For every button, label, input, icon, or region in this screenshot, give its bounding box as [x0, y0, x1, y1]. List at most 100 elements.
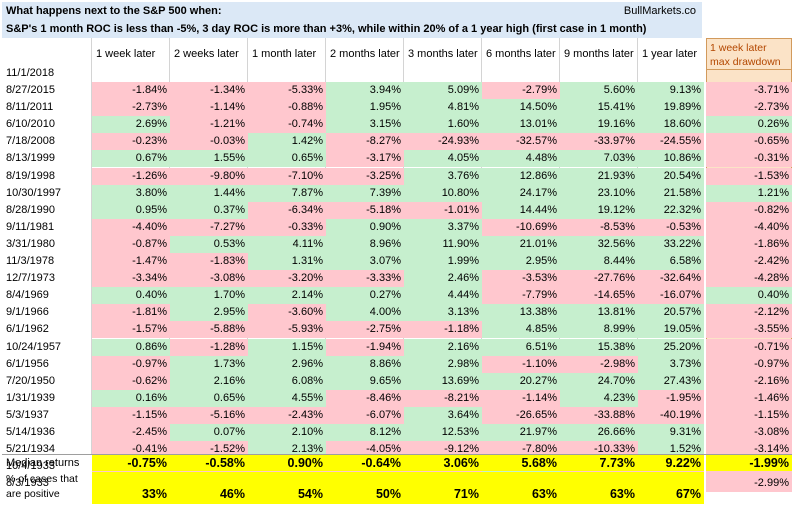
return-cell: -6.34% — [248, 202, 326, 219]
return-cell: -8.53% — [560, 219, 638, 236]
return-cell: 26.66% — [560, 424, 638, 441]
return-cell: 4.11% — [248, 236, 326, 253]
median-value: 0.90% — [248, 455, 326, 471]
positive-pct: 46% — [170, 472, 248, 504]
row-date: 7/20/1950 — [6, 375, 55, 387]
return-cell: 22.32% — [638, 202, 704, 219]
return-cell: 2.96% — [248, 356, 326, 373]
return-cell: -1.01% — [404, 202, 482, 219]
drawdown-cell: -3.08% — [706, 424, 792, 441]
return-cell: 7.39% — [326, 185, 404, 202]
return-cell: -33.88% — [560, 407, 638, 424]
return-cell: -4.40% — [92, 219, 170, 236]
drawdown-cell: -2.12% — [706, 304, 792, 321]
return-cell: 1.99% — [404, 253, 482, 270]
row-date: 8/19/1998 — [6, 170, 55, 182]
return-cell: 13.81% — [560, 304, 638, 321]
return-cell: 7.87% — [248, 185, 326, 202]
row-date: 10/24/1957 — [6, 341, 62, 353]
drawdown-cell: -2.42% — [706, 253, 792, 270]
return-cell: -24.55% — [638, 133, 704, 150]
drawdown-cell: 0.26% — [706, 116, 792, 133]
return-cell: -10.69% — [482, 219, 560, 236]
return-cell: 4.00% — [326, 304, 404, 321]
return-cell: -0.87% — [92, 236, 170, 253]
return-cell: 20.54% — [638, 168, 704, 185]
row-date: 3/31/1980 — [6, 238, 55, 250]
return-cell: 14.50% — [482, 99, 560, 116]
return-cell: -3.34% — [92, 270, 170, 287]
drawdown-cell: -2.99% — [706, 475, 792, 492]
return-cell: 4.85% — [482, 321, 560, 338]
drawdown-header: 1 week later max drawdown — [706, 38, 792, 70]
return-cell: -1.83% — [170, 253, 248, 270]
return-cell: 2.16% — [170, 373, 248, 390]
return-cell: 21.01% — [482, 236, 560, 253]
row-date: 7/18/2008 — [6, 135, 55, 147]
column-header: 3 months later — [408, 48, 478, 60]
table-title: What happens next to the S&P 500 when: B… — [2, 2, 702, 20]
return-cell: 1.42% — [248, 133, 326, 150]
return-cell: -40.19% — [638, 407, 704, 424]
return-cell: 19.05% — [638, 321, 704, 338]
row-date: 6/10/2010 — [6, 118, 55, 130]
return-cell: 2.13% — [248, 441, 326, 458]
return-cell: -0.41% — [92, 441, 170, 458]
row-date: 8/11/2011 — [6, 101, 54, 113]
return-cell: 15.38% — [560, 339, 638, 356]
return-cell: -1.18% — [404, 321, 482, 338]
drawdown-cell: -0.82% — [706, 202, 792, 219]
return-cell: 4.44% — [404, 287, 482, 304]
return-cell: -5.33% — [248, 82, 326, 99]
drawdown-cell: -3.14% — [706, 441, 792, 458]
row-date: 9/1/1966 — [6, 306, 49, 318]
return-cell: -1.14% — [482, 390, 560, 407]
return-cell: -2.79% — [482, 82, 560, 99]
return-cell: 18.60% — [638, 116, 704, 133]
median-value: 9.22% — [638, 455, 704, 471]
return-cell: 1.44% — [170, 185, 248, 202]
return-cell: 9.65% — [326, 373, 404, 390]
return-cell: 8.44% — [560, 253, 638, 270]
column-header: 9 months later — [564, 48, 634, 60]
return-cell: 9.13% — [638, 82, 704, 99]
return-cell: 7.03% — [560, 150, 638, 167]
return-cell: -0.53% — [638, 219, 704, 236]
return-cell: -3.20% — [248, 270, 326, 287]
column-header: 1 year later — [642, 48, 698, 60]
return-cell: 20.27% — [482, 373, 560, 390]
return-cell: 4.48% — [482, 150, 560, 167]
return-cell: -1.21% — [170, 116, 248, 133]
return-cell: 0.53% — [170, 236, 248, 253]
return-cell: 25.20% — [638, 339, 704, 356]
return-cell: 0.40% — [92, 287, 170, 304]
return-cell: 8.96% — [326, 236, 404, 253]
positive-pct: 54% — [248, 472, 326, 504]
row-date: 6/1/1962 — [6, 323, 49, 335]
return-cell: 2.95% — [482, 253, 560, 270]
median-value: 5.68% — [482, 455, 560, 471]
return-cell: -1.95% — [638, 390, 704, 407]
return-cell: 32.56% — [560, 236, 638, 253]
drawdown-cell: -1.86% — [706, 236, 792, 253]
return-cell: -10.33% — [560, 441, 638, 458]
return-cell: -1.14% — [170, 99, 248, 116]
return-cell: 24.17% — [482, 185, 560, 202]
median-value: 3.06% — [404, 455, 482, 471]
positive-pct: 63% — [560, 472, 638, 504]
return-cell: 27.43% — [638, 373, 704, 390]
return-cell: 13.38% — [482, 304, 560, 321]
return-cell: 19.89% — [638, 99, 704, 116]
return-cell: 0.07% — [170, 424, 248, 441]
row-date: 12/7/1973 — [6, 272, 55, 284]
return-cell: -33.97% — [560, 133, 638, 150]
return-cell: -1.94% — [326, 339, 404, 356]
positive-pct: 71% — [404, 472, 482, 504]
drawdown-cell: -2.16% — [706, 373, 792, 390]
row-date: 5/3/1937 — [6, 409, 49, 421]
return-cell: -6.07% — [326, 407, 404, 424]
positive-pct: 63% — [482, 472, 560, 504]
return-cell: -3.53% — [482, 270, 560, 287]
return-cell: -2.75% — [326, 321, 404, 338]
median-drawdown: -1.99% — [706, 455, 792, 471]
